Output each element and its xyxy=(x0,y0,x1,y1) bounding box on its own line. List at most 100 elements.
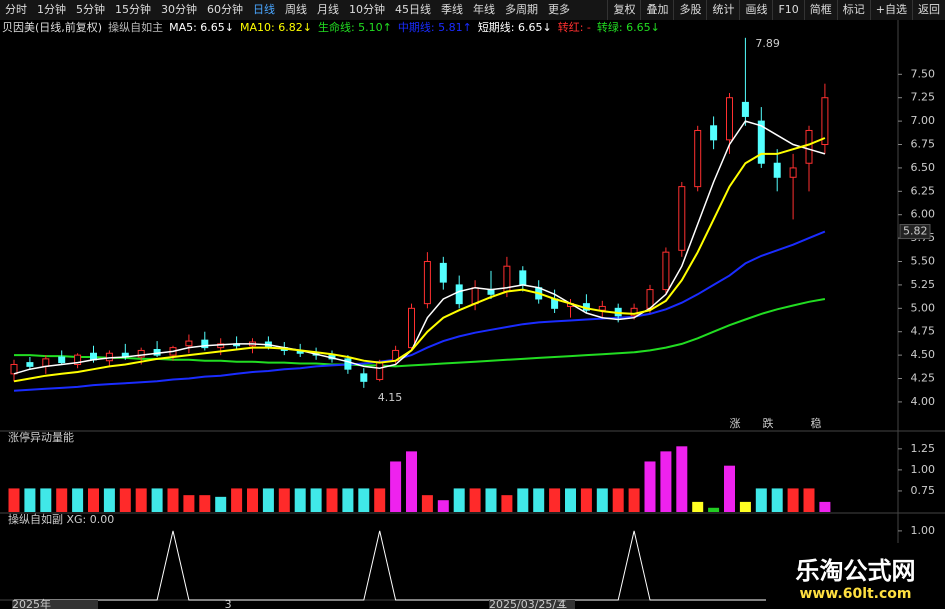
x-tick-label: 3 xyxy=(225,598,232,609)
toolbar-button[interactable]: 简框 xyxy=(803,0,837,20)
volume-bar xyxy=(803,488,815,512)
panel-title: 涨停异动量能 xyxy=(8,430,74,444)
toolbar-button[interactable]: 5分钟 xyxy=(76,3,105,16)
volume-bar xyxy=(326,488,338,512)
signal-line xyxy=(14,530,825,601)
toolbar-button[interactable]: 更多 xyxy=(548,3,570,16)
volume-bar xyxy=(183,495,195,512)
series-line xyxy=(13,230,826,392)
candle-body xyxy=(741,101,749,117)
toolbar-button[interactable]: F10 xyxy=(772,0,803,20)
signal-label: 稳 xyxy=(811,416,822,430)
toolbar-button[interactable]: 多股 xyxy=(673,0,706,20)
candle-body xyxy=(519,270,527,286)
toolbar-button[interactable]: 复权 xyxy=(607,0,640,20)
volume-bar xyxy=(88,488,99,512)
y-tick-label: 1.00 xyxy=(911,524,936,537)
toolbar-button[interactable]: 周线 xyxy=(285,3,307,16)
series-line xyxy=(13,137,826,383)
volume-bar xyxy=(469,488,481,512)
volume-bar xyxy=(517,488,529,512)
volume-bar xyxy=(358,488,370,512)
toolbar-button[interactable]: 多周期 xyxy=(505,3,538,16)
toolbar-button[interactable]: 1分钟 xyxy=(37,3,66,16)
series-line xyxy=(14,298,826,368)
volume-bar xyxy=(596,488,608,512)
toolbar-button[interactable]: 30分钟 xyxy=(161,3,197,16)
legend-entry: 生命线: 5.10↑ xyxy=(318,20,392,34)
volume-bar xyxy=(119,488,131,512)
candle-body xyxy=(773,162,781,178)
toolbar-button[interactable]: 日线 xyxy=(253,3,275,16)
y-tick-label: 1.25 xyxy=(911,442,936,455)
y-tick-label: 4.50 xyxy=(911,348,936,361)
volume-bar xyxy=(342,488,354,512)
candle-body xyxy=(58,356,66,364)
legend-entry: MA10: 6.82↓ xyxy=(240,21,312,34)
volume-bar xyxy=(676,446,688,512)
volume-bar xyxy=(437,500,449,512)
watermark-url: www.60lt.com xyxy=(799,586,912,602)
candle-body xyxy=(201,339,209,349)
toolbar-button[interactable]: 15分钟 xyxy=(115,3,151,16)
legend-entry: 转红: - xyxy=(558,20,591,34)
toolbar-button[interactable]: 10分钟 xyxy=(349,3,385,16)
y-tick-label: 7.25 xyxy=(911,91,936,104)
legend-entry: 短期线: 6.65↓ xyxy=(478,20,552,34)
y-tick-label: 6.75 xyxy=(911,138,936,151)
toolbar-button[interactable]: 叠加 xyxy=(640,0,673,20)
candle-body xyxy=(42,358,50,367)
candle-body xyxy=(439,262,447,283)
candle-body xyxy=(408,307,415,349)
toolbar-button[interactable]: 季线 xyxy=(441,3,463,16)
candle-body xyxy=(10,363,18,375)
watermark: 乐淘公式网 www.60lt.com xyxy=(766,543,945,609)
volume-bar xyxy=(72,488,84,512)
volume-bar xyxy=(565,488,576,512)
volume-bar xyxy=(374,488,386,512)
volume-bar xyxy=(533,488,545,512)
volume-bar xyxy=(247,488,258,512)
toolbar-button[interactable]: 标记 xyxy=(836,0,870,20)
volume-bar xyxy=(771,488,783,512)
volume-bar xyxy=(406,451,417,512)
candle-body xyxy=(360,373,368,382)
volume-bar xyxy=(692,501,704,512)
toolbar-button[interactable]: 年线 xyxy=(473,3,495,16)
indicator-name: 操纵自如主 xyxy=(108,20,163,34)
y-tick-label: 4.00 xyxy=(911,395,936,408)
toolbar-button[interactable]: 统计 xyxy=(706,0,739,20)
candle-body xyxy=(423,261,431,305)
legend: 贝因美(日线,前复权) 操纵自如主 MA5: 6.65↓ MA10: 6.82↓ 生命线… xyxy=(2,20,660,34)
volume-bar xyxy=(135,488,147,512)
volume-bar xyxy=(231,488,243,512)
price-marker xyxy=(899,224,931,240)
candle-body xyxy=(726,97,733,141)
toolbar-button[interactable]: 返回 xyxy=(912,0,945,20)
y-tick-label: 6.00 xyxy=(911,208,936,221)
candle-body xyxy=(455,284,463,305)
volume-bar xyxy=(580,488,592,512)
y-tick-label: 7.50 xyxy=(911,67,936,80)
toolbar-button[interactable]: 45日线 xyxy=(395,3,431,16)
toolbar-button[interactable]: 60分钟 xyxy=(207,3,243,16)
candle-body xyxy=(598,305,606,311)
crosshair-date-box xyxy=(489,600,575,609)
volume-bar xyxy=(501,495,513,512)
volume-bar xyxy=(199,495,211,512)
toolbar-button[interactable]: +自选 xyxy=(869,0,912,20)
low-label: 4.15 xyxy=(378,391,403,404)
toolbar-button[interactable]: 分时 xyxy=(5,3,27,16)
candle-body xyxy=(805,129,813,164)
y-tick-label: 4.25 xyxy=(911,372,936,385)
y-tick-label: 6.25 xyxy=(911,184,936,197)
toolbar-button[interactable]: 月线 xyxy=(317,3,339,16)
candle-body xyxy=(217,343,225,349)
volume-bar xyxy=(56,488,68,512)
panel-title: 操纵自如副 XG: 0.00 xyxy=(8,512,114,526)
toolbar-button[interactable]: 画线 xyxy=(739,0,772,20)
candle-body xyxy=(630,307,638,317)
volume-bar xyxy=(262,488,274,512)
